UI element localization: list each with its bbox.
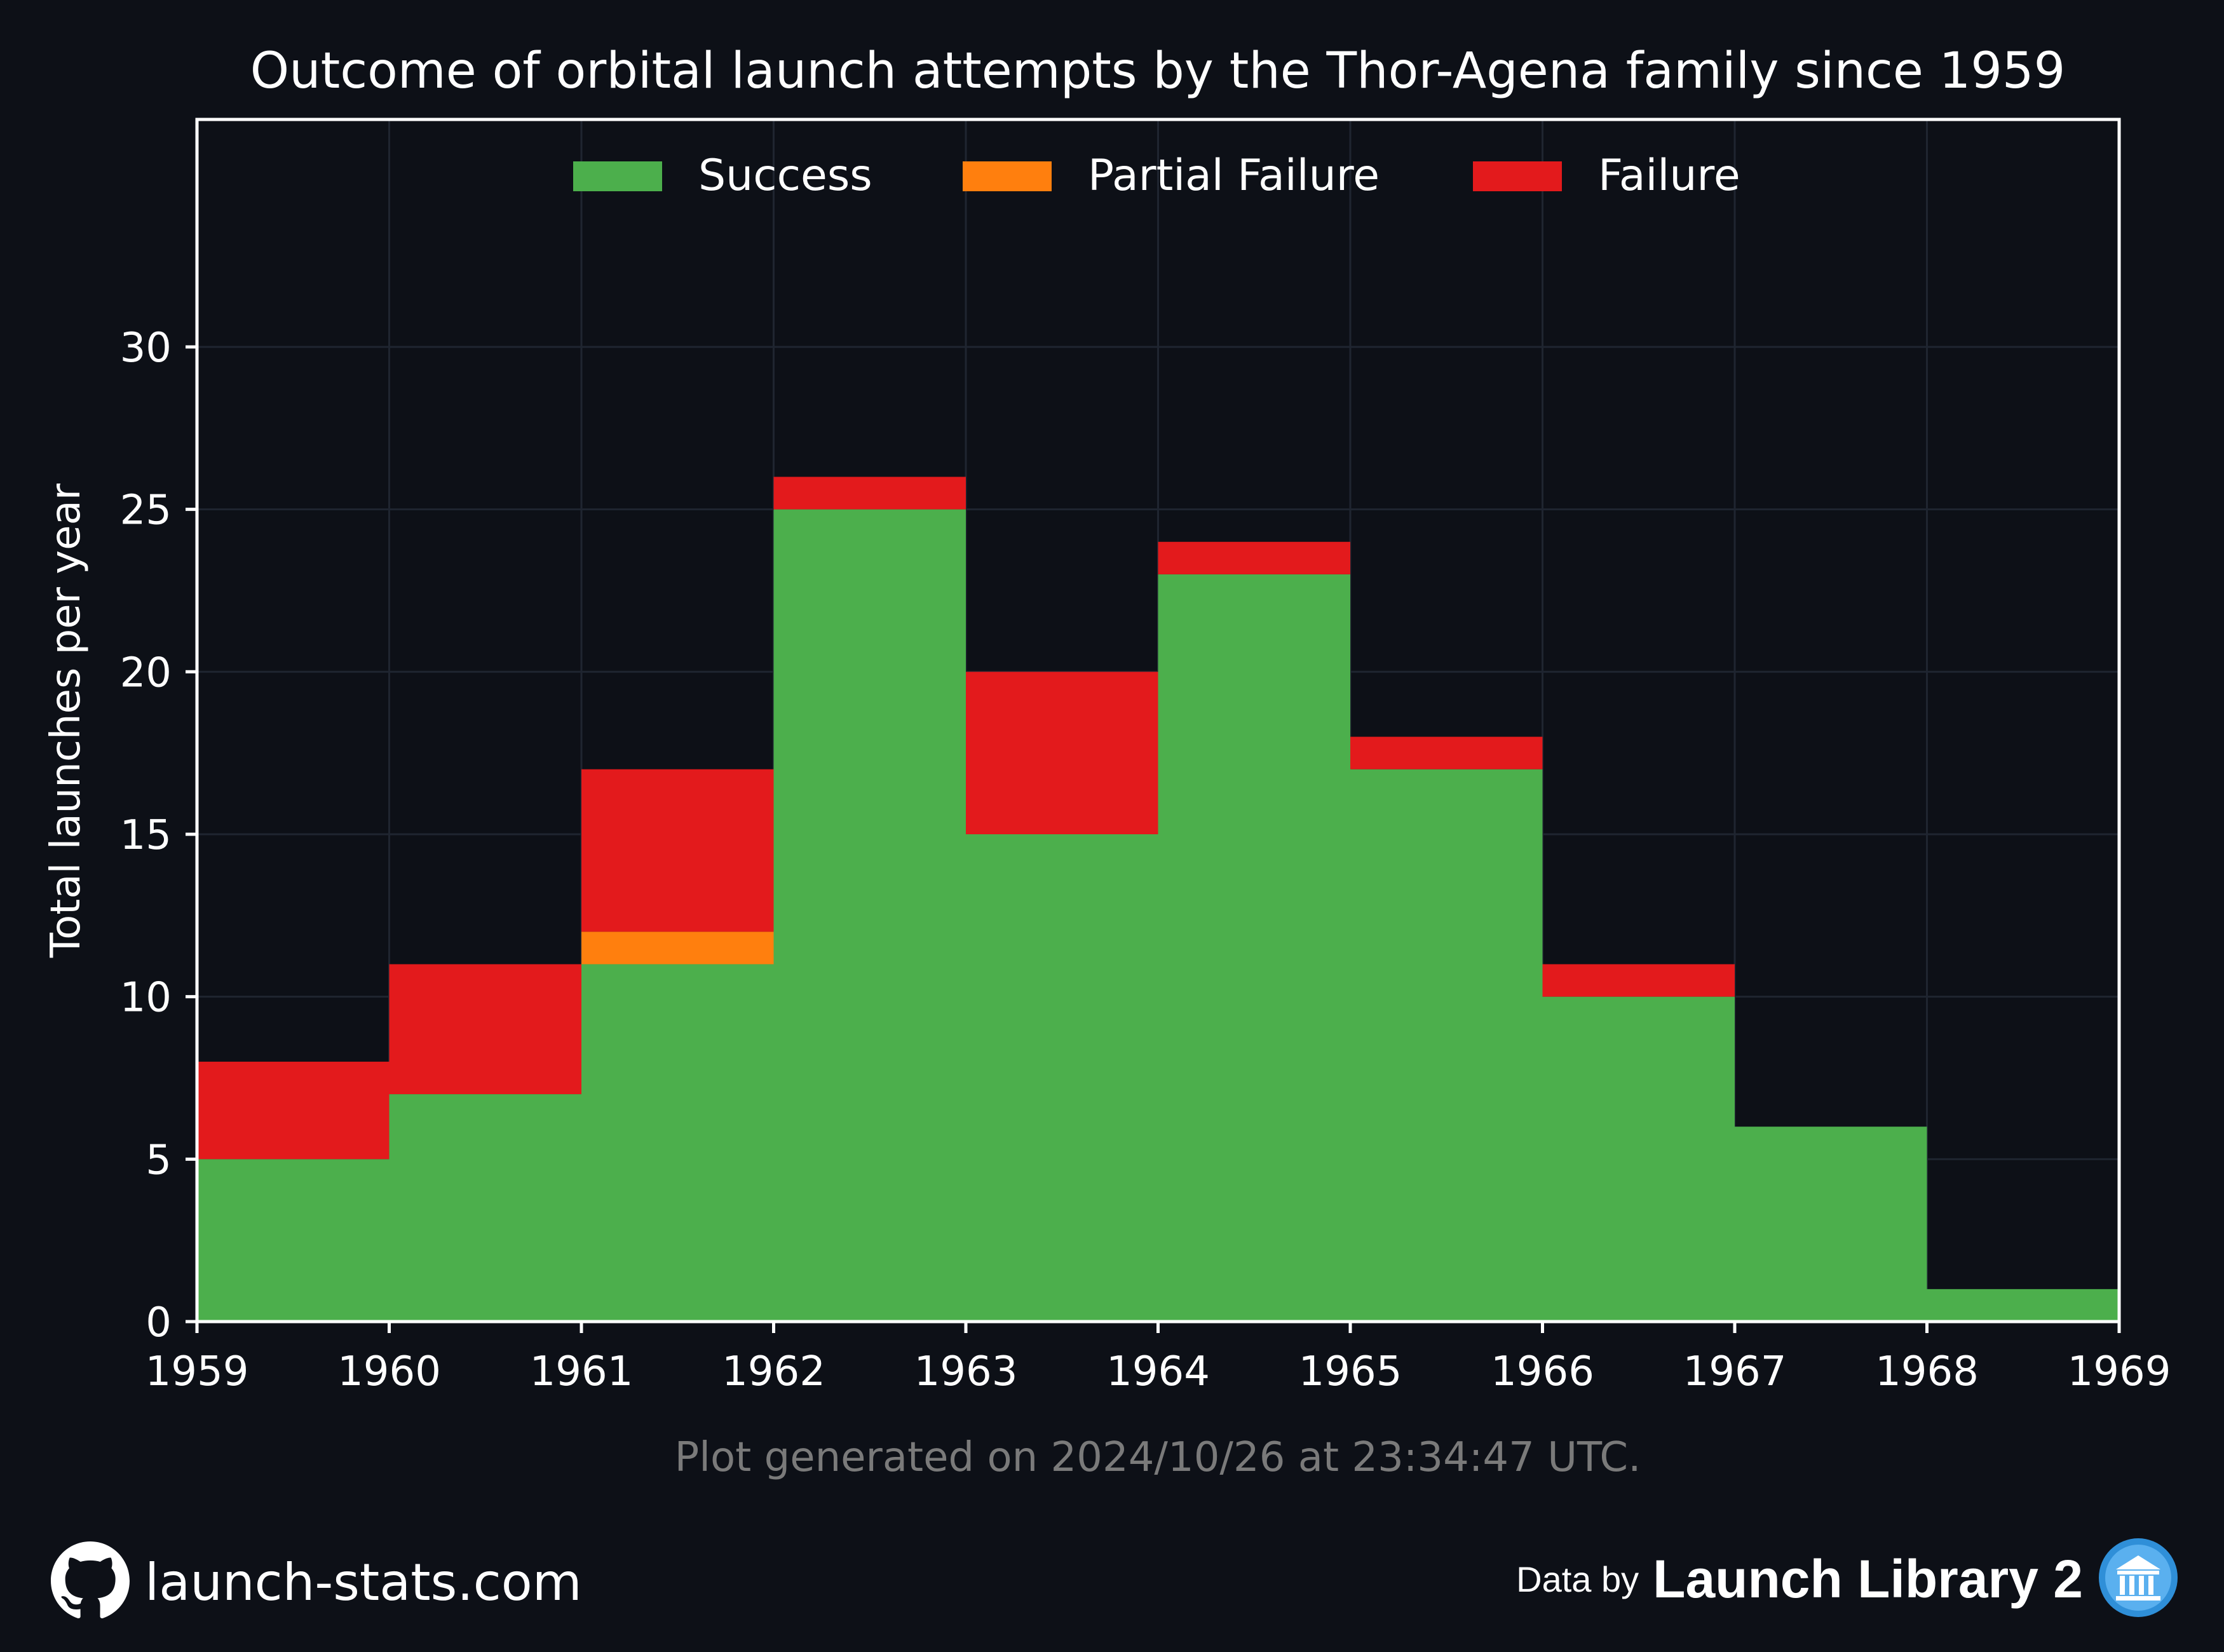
bar-failure-1966	[1542, 964, 1735, 997]
y-tick-label: 10	[120, 975, 172, 1022]
bar-success-1964	[1158, 574, 1350, 1322]
y-tick-label: 30	[120, 325, 172, 372]
x-tick-label: 1961	[530, 1348, 634, 1395]
x-tick-label: 1965	[1299, 1348, 1402, 1395]
bar-failure-1964	[1158, 541, 1350, 574]
bar-failure-1965	[1350, 736, 1543, 769]
x-tick-label: 1968	[1875, 1348, 1979, 1395]
bar-success-1963	[966, 834, 1158, 1322]
bar-success-1961	[581, 964, 774, 1322]
legend-label-partial-failure: Partial Failure	[1088, 151, 1380, 201]
axis-ticks: 1959 1960 1961 1962 1963 1964 1965 1966 1967 1968…	[120, 325, 2171, 1395]
data-by-label: Data by	[1516, 1559, 1639, 1599]
github-icon	[51, 1541, 130, 1623]
x-tick-label: 1964	[1106, 1348, 1210, 1395]
y-tick-label: 0	[146, 1299, 172, 1346]
x-tick-label: 1959	[146, 1348, 249, 1395]
y-tick-label: 5	[146, 1137, 172, 1184]
footer-site: launch-stats.com	[51, 1541, 582, 1623]
bar-failure-1962	[773, 477, 966, 510]
x-tick-label: 1967	[1683, 1348, 1787, 1395]
legend: Success Partial Failure Failure	[573, 151, 1740, 201]
library-icon	[2097, 1536, 2180, 1622]
bar-failure-1961	[581, 769, 774, 932]
plot-caption: Plot generated on 2024/10/26 at 23:34:47…	[675, 1434, 1641, 1481]
y-tick-label: 20	[120, 649, 172, 696]
legend-label-success: Success	[698, 151, 872, 201]
x-tick-label: 1960	[337, 1348, 441, 1395]
bar-success-1966	[1542, 996, 1735, 1322]
footer-attribution: Data by Launch Library 2	[1516, 1538, 2180, 1620]
bar-success-1962	[773, 509, 966, 1322]
chart-title: Outcome of orbital launch attempts by th…	[250, 43, 2065, 100]
legend-swatch-success	[573, 161, 662, 191]
legend-label-failure: Failure	[1598, 151, 1740, 201]
x-tick-label: 1966	[1491, 1348, 1594, 1395]
x-tick-label: 1962	[722, 1348, 825, 1395]
site-link[interactable]: launch-stats.com	[145, 1552, 582, 1612]
library-name[interactable]: Launch Library 2	[1653, 1548, 2083, 1609]
bar-failure-1959	[197, 1061, 390, 1160]
bar-success-1967	[1735, 1127, 1927, 1322]
x-tick-label: 1969	[2068, 1348, 2171, 1395]
y-tick-label: 15	[120, 812, 172, 859]
legend-swatch-partial-failure	[963, 161, 1052, 191]
legend-swatch-failure	[1473, 161, 1562, 191]
bar-success-1965	[1350, 769, 1543, 1322]
bar-failure-1963	[966, 672, 1158, 834]
bars	[197, 477, 2119, 1322]
bar-success-1968	[1927, 1289, 2119, 1322]
y-axis-label: Total launches per year	[43, 483, 90, 958]
x-tick-label: 1963	[914, 1348, 1018, 1395]
y-tick-label: 25	[120, 487, 172, 534]
bar-failure-1960	[389, 964, 581, 1095]
bar-success-1959	[197, 1159, 390, 1322]
bar-partial-failure-1961	[581, 931, 774, 965]
bar-success-1960	[389, 1094, 581, 1322]
